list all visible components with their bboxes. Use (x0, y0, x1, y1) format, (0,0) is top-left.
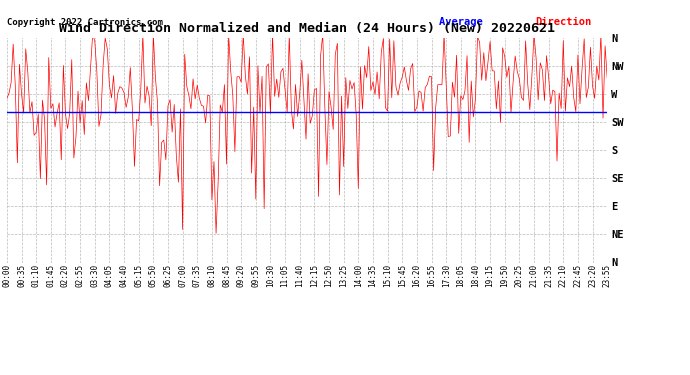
Text: Copyright 2022 Cartronics.com: Copyright 2022 Cartronics.com (7, 18, 163, 27)
Text: Direction: Direction (535, 17, 591, 27)
Title: Wind Direction Normalized and Median (24 Hours) (New) 20220621: Wind Direction Normalized and Median (24… (59, 22, 555, 35)
Text: Average: Average (439, 17, 489, 27)
